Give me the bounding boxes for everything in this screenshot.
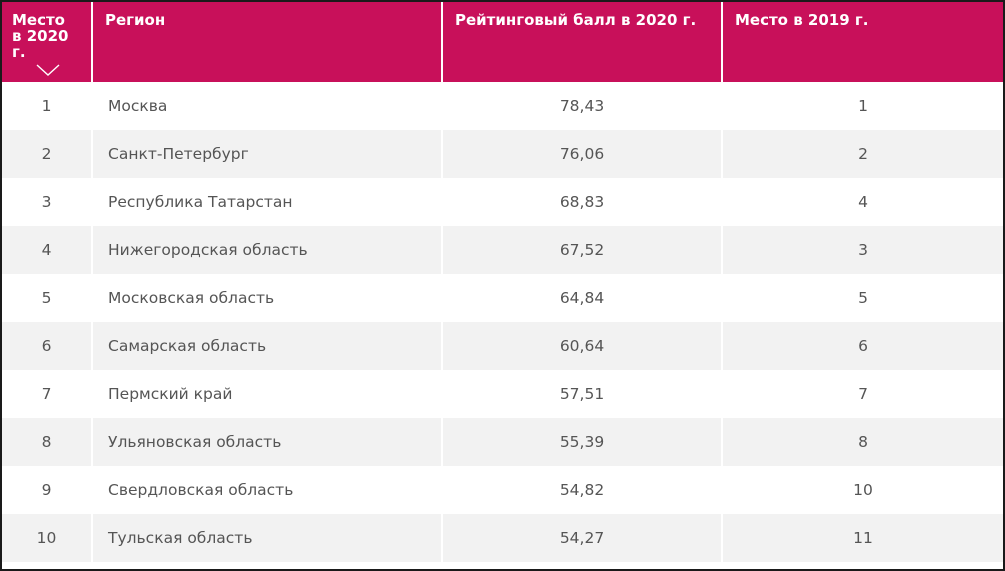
rating-table: Место в 2020 г. Регион Рейтинговый балл …: [2, 2, 1003, 562]
cell-score: 55,39: [442, 418, 723, 466]
cell-score: 60,64: [442, 322, 723, 370]
header-region[interactable]: Регион: [92, 2, 443, 82]
table-row: 5 Московская область 64,84 5: [2, 274, 1003, 322]
cell-prev-rank: 1: [722, 82, 1003, 130]
cell-prev-rank: 11: [722, 514, 1003, 562]
header-score-label: Рейтинговый балл в 2020 г.: [455, 11, 697, 29]
cell-prev-rank: 8: [722, 418, 1003, 466]
cell-rank: 3: [2, 178, 93, 226]
cell-prev-rank: 4: [722, 178, 1003, 226]
table-header: Место в 2020 г. Регион Рейтинговый балл …: [2, 2, 1003, 82]
cell-region: Тульская область: [92, 514, 443, 562]
cell-region: Санкт-Петербург: [92, 130, 443, 178]
cell-region: Москва: [92, 82, 443, 130]
cell-region: Самарская область: [92, 322, 443, 370]
table-row: 7 Пермский край 57,51 7: [2, 370, 1003, 418]
header-score-2020[interactable]: Рейтинговый балл в 2020 г.: [442, 2, 723, 82]
cell-rank: 7: [2, 370, 93, 418]
header-rank-2019[interactable]: Место в 2019 г.: [722, 2, 1003, 82]
chevron-down-icon[interactable]: [36, 64, 60, 76]
cell-score: 54,27: [442, 514, 723, 562]
header-rank-line1: Место: [12, 11, 65, 29]
cell-score: 68,83: [442, 178, 723, 226]
table-row: 9 Свердловская область 54,82 10: [2, 466, 1003, 514]
cell-score: 76,06: [442, 130, 723, 178]
cell-score: 78,43: [442, 82, 723, 130]
header-row: Место в 2020 г. Регион Рейтинговый балл …: [2, 2, 1003, 82]
cell-score: 57,51: [442, 370, 723, 418]
table-row: 10 Тульская область 54,27 11: [2, 514, 1003, 562]
cell-prev-rank: 6: [722, 322, 1003, 370]
header-rank-2020[interactable]: Место в 2020 г.: [2, 2, 93, 82]
cell-region: Ульяновская область: [92, 418, 443, 466]
cell-rank: 8: [2, 418, 93, 466]
cell-prev-rank: 2: [722, 130, 1003, 178]
cell-region: Пермский край: [92, 370, 443, 418]
header-region-label: Регион: [105, 11, 166, 29]
table-row: 2 Санкт-Петербург 76,06 2: [2, 130, 1003, 178]
cell-region: Республика Татарстан: [92, 178, 443, 226]
table-row: 8 Ульяновская область 55,39 8: [2, 418, 1003, 466]
cell-prev-rank: 3: [722, 226, 1003, 274]
cell-region: Нижегородская область: [92, 226, 443, 274]
cell-rank: 10: [2, 514, 93, 562]
header-prev-rank-label: Место в 2019 г.: [735, 11, 869, 29]
cell-score: 67,52: [442, 226, 723, 274]
table-row: 3 Республика Татарстан 68,83 4: [2, 178, 1003, 226]
cell-score: 64,84: [442, 274, 723, 322]
cell-rank: 2: [2, 130, 93, 178]
cell-prev-rank: 7: [722, 370, 1003, 418]
cell-prev-rank: 5: [722, 274, 1003, 322]
table-row: 1 Москва 78,43 1: [2, 82, 1003, 130]
cell-rank: 5: [2, 274, 93, 322]
cell-region: Московская область: [92, 274, 443, 322]
table-row: 6 Самарская область 60,64 6: [2, 322, 1003, 370]
cell-rank: 1: [2, 82, 93, 130]
header-rank-line2: в 2020 г.: [12, 27, 69, 61]
cell-rank: 9: [2, 466, 93, 514]
cell-region: Свердловская область: [92, 466, 443, 514]
cell-rank: 4: [2, 226, 93, 274]
cell-score: 54,82: [442, 466, 723, 514]
table-row: 4 Нижегородская область 67,52 3: [2, 226, 1003, 274]
cell-rank: 6: [2, 322, 93, 370]
table-body: 1 Москва 78,43 1 2 Санкт-Петербург 76,06…: [2, 82, 1003, 562]
cell-prev-rank: 10: [722, 466, 1003, 514]
